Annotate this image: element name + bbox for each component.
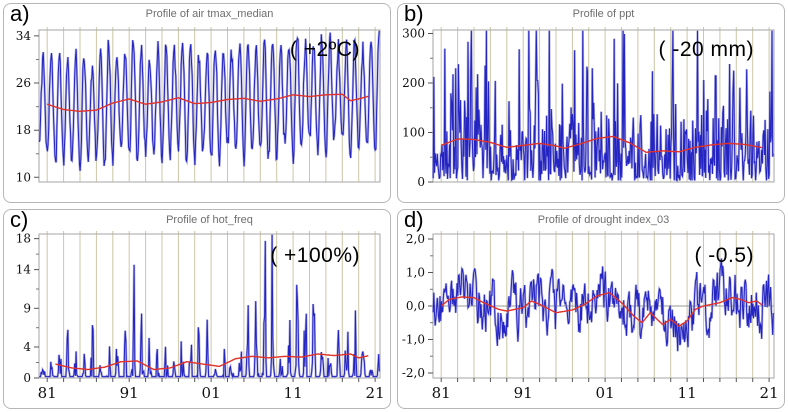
x-tick-label: 81	[432, 384, 451, 402]
x-tick-label: 91	[514, 384, 533, 402]
panel-d: d) Profile of drought index_03 ( -0.5) 2…	[397, 209, 785, 409]
trend-line-smoothed	[440, 135, 763, 154]
y-tick-label: 10	[16, 170, 31, 184]
y-tick-label: 34	[16, 29, 32, 43]
annotation-delta-a: ( +2ºC)	[289, 38, 360, 61]
x-tick-label: 21	[760, 384, 779, 402]
y-tick-label: 300	[402, 27, 425, 41]
series-line-monthly	[432, 258, 774, 352]
x-tick-label: 01	[202, 384, 221, 402]
panel-b: b) Profile of ppt ( -20 mm) 300 200 100 0	[397, 3, 785, 203]
plot-area-b: 300 200 100 0	[402, 27, 775, 189]
plot-border	[38, 29, 381, 183]
y-tick-label: 18	[16, 123, 31, 137]
annotation-delta-c: ( +100%)	[270, 244, 360, 267]
y-tick-label: 0	[417, 175, 425, 189]
x-tick-label: 21	[366, 384, 385, 402]
y-tick-label: 1,0	[406, 266, 425, 280]
y-tick-label: 200	[402, 76, 425, 90]
plot-border	[38, 233, 381, 379]
plot-area-c: 18 14 9 4 0 81 91 01 11 21	[16, 231, 385, 402]
chart-title-b: Profile of ppt	[572, 8, 635, 20]
annotation-delta-b: ( -20 mm)	[658, 38, 754, 61]
panel-c: c) Profile of hot_freq ( +100%) 18 14 9 4 0 8…	[3, 209, 391, 409]
y-tick-label: 4	[23, 340, 31, 354]
y-tick-label: 0	[23, 371, 31, 385]
y-tick-label: -2,0	[402, 366, 425, 380]
y-tick-label: 9	[23, 301, 31, 315]
y-tick-label: 14	[16, 263, 32, 277]
x-tick-label: 81	[38, 384, 57, 402]
series-line-monthly	[432, 30, 774, 182]
panel-letter-d: d)	[404, 209, 424, 232]
y-tick-label: 26	[16, 76, 31, 90]
trend-line-smoothed	[440, 291, 763, 327]
chart-title-a: Profile of air tmax_median	[145, 8, 274, 20]
chart-title-c: Profile of hot_freq	[166, 214, 253, 226]
x-tick-label: 11	[678, 384, 697, 402]
y-tick-label: 18	[16, 232, 31, 246]
panel-a: a) Profile of air tmax_median ( +2ºC) 34…	[3, 3, 391, 203]
x-tick-label: 01	[596, 384, 615, 402]
panel-letter-b: b)	[404, 3, 424, 26]
annotation-delta-d: ( -0.5)	[694, 244, 754, 267]
trend-line-smoothed	[46, 93, 369, 113]
y-tick-label: 100	[402, 126, 425, 140]
y-tick-label: 0,0	[406, 299, 425, 313]
plot-area-a: 34 26 18 10	[16, 27, 381, 184]
plot-area-d: 2,0 1,0 0,0 -1,0 -2,0 81 91 01 11 21	[402, 231, 779, 402]
y-tick-label: 2,0	[406, 232, 425, 246]
panel-letter-c: c)	[10, 209, 29, 232]
y-tick-label: -1,0	[402, 333, 425, 347]
trend-line-smoothed	[55, 353, 369, 371]
x-tick-label: 91	[120, 384, 139, 402]
chart-title-d: Profile of drought index_03	[537, 214, 670, 226]
panel-letter-a: a)	[10, 3, 30, 26]
series-line-monthly	[39, 234, 380, 379]
x-tick-label: 11	[284, 384, 303, 402]
